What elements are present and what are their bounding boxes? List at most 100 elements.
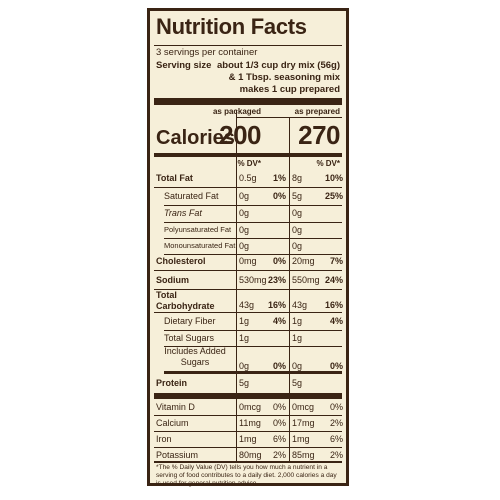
column-divider [236,110,237,393]
packaged-amount: 0g [239,208,250,218]
prepared-amount: 20mg [292,256,315,266]
dv-header-prepared: % DV* [316,159,340,168]
packaged-amount: 80mg [239,449,262,460]
nutrient-row: Total Fat 0.5g 1% 8g 10% [150,169,346,187]
row-divider [164,330,342,331]
prepared-amount: 1g [292,332,303,343]
nutrient-label: Includes Added Sugars [164,346,226,367]
prepared-amount: 17mg [292,417,315,428]
row-divider [164,238,342,239]
prepared-dv: 6% [329,433,343,444]
column-divider [236,399,237,461]
nutrient-label: Trans Fat [164,208,202,218]
packaged-amount: 43g [239,300,255,310]
nutrient-row: Includes Added Sugars 0g 0% 0g 0% [150,346,346,373]
packaged-amount: 11mg [239,417,261,428]
prepared-amount: 5g [292,191,303,201]
prepared-amount: 550mg [292,274,320,285]
row-divider [154,270,342,271]
packaged-amount: 0mcg [239,401,262,412]
packaged-dv: 6% [272,433,286,444]
row-divider [154,187,342,188]
nutrient-row: Trans Fat 0g 0g [150,205,346,222]
row-divider [164,205,342,206]
row-divider [164,346,342,347]
nutrient-row: Total Carbohydrate 43g 16% 43g 16% [150,290,346,312]
nutrient-label: Saturated Fat [164,191,219,201]
nutrient-row: Vitamin D 0mcg 0% 0mcg 0% [150,399,346,415]
serving-size-label: Serving size [156,60,212,71]
nutrient-row: Sodium 530mg 23% 550mg 24% [150,271,346,289]
packaged-dv: 16% [267,300,286,310]
nutrient-label: Total Fat [156,172,193,183]
nutrient-label: Sodium [156,274,189,285]
row-divider [154,312,342,313]
row-divider [154,415,342,416]
nutrient-row: Potassium 80mg 2% 85mg 2% [150,447,346,463]
packaged-amount: 1g [239,316,250,326]
calories-label: Calories [156,127,235,149]
nutrient-row: Calcium 11mg 0% 17mg 2% [150,415,346,431]
prepared-amount: 5g [292,377,303,388]
prepared-dv: 0% [329,361,343,371]
calories-prepared: 270 [298,120,340,150]
nutrient-label: Protein [156,377,188,388]
servings-per-container: 3 servings per container [156,47,258,58]
nutrient-row: Saturated Fat 0g 0% 5g 25% [150,188,346,205]
nutrient-label: Vitamin D [156,401,195,412]
nutrient-label: Dietary Fiber [164,316,216,326]
nutrition-facts-panel: Nutrition Facts 3 servings per container… [147,8,349,487]
row-divider [154,289,342,290]
prepared-dv: 4% [329,316,343,326]
prepared-amount: 0g [292,208,303,218]
prepared-amount: 0mcg [292,401,315,412]
row-divider [164,371,342,374]
prepared-dv: 2% [329,449,343,460]
row-divider [164,222,342,223]
nutrient-row: Polyunsaturated Fat 0g 0g [150,222,346,238]
prepared-amount: 0g [292,224,303,235]
nutrient-label: Potassium [156,449,199,460]
row-divider [164,254,342,255]
packaged-dv: 0% [272,256,286,266]
packaged-dv: 0% [272,401,286,412]
divider [236,117,342,118]
nutrient-label: Total Sugars [164,332,215,343]
packaged-amount: 0mg [239,256,257,266]
packaged-amount: 0g [239,224,250,235]
packaged-dv: 2% [272,449,286,460]
nutrient-label: Monounsaturated Fat [164,240,236,250]
packaged-dv: 0% [272,417,286,428]
prepared-dv: 16% [324,300,343,310]
nutrient-row: Protein 5g 5g [150,374,346,392]
packaged-amount: 5g [239,377,250,388]
packaged-dv: 1% [272,172,286,183]
thick-divider [154,393,342,399]
col-header-prepared: as prepared [294,107,340,116]
packaged-dv: 0% [272,191,286,201]
nutrient-row: Dietary Fiber 1g 4% 1g 4% [150,313,346,330]
packaged-amount: 0g [239,240,250,251]
panel-title: Nutrition Facts [156,14,307,39]
prepared-dv: 25% [324,191,343,201]
packaged-amount: 0g [239,191,250,201]
nutrient-label: Total Carbohydrate [156,290,215,311]
prepared-amount: 0g [292,361,303,371]
nutrient-row: Iron 1mg 6% 1mg 6% [150,431,346,447]
prepared-amount: 1mg [292,433,310,444]
prepared-amount: 0g [292,240,303,251]
row-divider [154,431,342,432]
nutrient-label: Calcium [156,417,189,428]
dv-header-packaged: % DV* [237,159,261,168]
packaged-dv: 0% [272,361,286,371]
prepared-amount: 8g [292,172,303,183]
prepared-dv: 24% [324,274,343,285]
nutrient-row: Total Sugars 1g 1g [150,330,346,346]
prepared-amount: 43g [292,300,308,310]
prepared-dv: 0% [329,401,343,412]
nutrient-row: Cholesterol 0mg 0% 20mg 7% [150,253,346,270]
packaged-amount: 1mg [239,433,257,444]
packaged-dv: 4% [272,316,286,326]
nutrient-label: Polyunsaturated Fat [164,224,232,234]
prepared-amount: 85mg [292,449,315,460]
